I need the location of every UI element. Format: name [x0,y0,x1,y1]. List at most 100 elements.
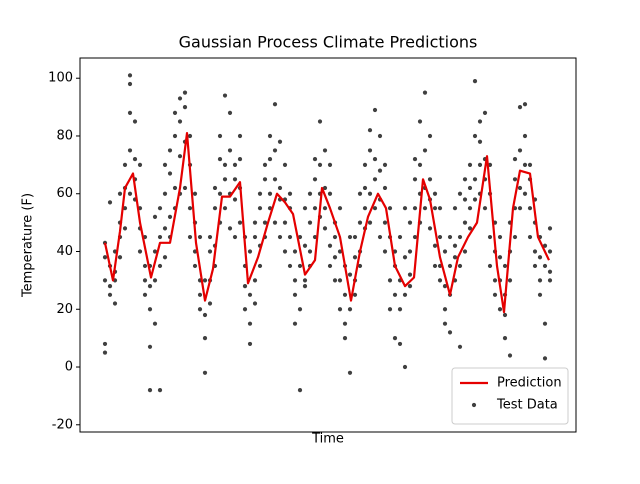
data-point [357,263,363,269]
data-point [177,96,183,101]
data-point [517,148,523,153]
data-point [527,162,533,167]
data-point [252,220,258,225]
data-point [512,177,518,182]
data-point [142,278,148,283]
data-point [472,177,478,182]
data-point [412,206,418,211]
data-point [462,177,468,182]
data-point [157,263,163,269]
data-point [237,156,243,162]
data-point [492,292,498,297]
data-point [232,162,238,167]
data-point [292,292,298,297]
data-point [267,133,273,139]
data-point [102,350,108,355]
data-point [237,133,243,139]
data-point [382,185,388,191]
data-point [472,133,478,139]
data-point [382,220,388,225]
data-point [362,185,368,191]
data-point [312,156,318,162]
data-point [177,154,183,159]
data-point [402,364,408,370]
data-point [537,292,543,297]
data-point [187,206,193,211]
data-point [182,90,188,95]
data-point [477,139,483,144]
data-point [512,234,518,240]
data-point [342,336,348,341]
data-point [107,284,113,289]
data-point [172,185,178,191]
data-point [147,344,153,349]
data-point [327,191,333,196]
data-point [527,206,533,211]
data-point [517,206,523,211]
data-point [397,234,403,240]
data-point [427,226,433,231]
data-point [147,284,153,289]
data-point [127,110,133,115]
data-point [347,307,353,312]
data-point [287,263,293,269]
data-point [292,321,298,326]
data-point [222,162,228,167]
data-point [402,292,408,297]
data-point [117,191,123,196]
data-point [227,110,233,115]
data-point [522,191,528,196]
data-point [132,156,138,162]
data-point [462,249,468,254]
data-point [547,269,553,274]
data-point [502,263,508,269]
data-point [197,292,203,297]
prediction-line [103,131,550,314]
data-point [282,162,288,167]
data-point [472,79,478,84]
data-point [437,278,443,283]
data-point [207,234,213,240]
data-point [407,220,413,225]
data-point [412,234,418,240]
data-point [182,185,188,191]
data-point [372,107,378,113]
data-point [522,162,528,167]
data-point [477,119,483,124]
data-point [277,234,283,240]
data-point [302,278,308,283]
data-point [447,234,453,240]
data-point [492,278,498,283]
data-point [412,156,418,162]
data-point [292,249,298,254]
data-point [447,330,453,335]
data-point [252,301,258,306]
data-point [102,278,108,283]
data-point [467,162,473,167]
data-point [232,234,238,240]
data-point [522,133,528,139]
chart-title: Gaussian Process Climate Predictions [179,33,478,52]
data-point [262,177,268,182]
data-point [407,272,413,277]
data-point [472,197,478,202]
data-point [432,206,438,211]
data-point [457,234,463,240]
data-point [372,177,378,182]
data-point [207,301,213,306]
y-tick-label: 0 [65,360,73,375]
legend-label: Test Data [496,398,558,413]
data-point [322,148,328,153]
data-point [127,81,133,87]
data-point [287,191,293,196]
data-point [152,214,158,219]
data-point [327,243,333,248]
data-point [162,226,168,231]
data-point [397,341,403,347]
data-point [122,226,128,231]
data-point [517,185,523,191]
data-point [162,162,168,167]
data-point [297,388,303,393]
data-point [132,119,138,124]
